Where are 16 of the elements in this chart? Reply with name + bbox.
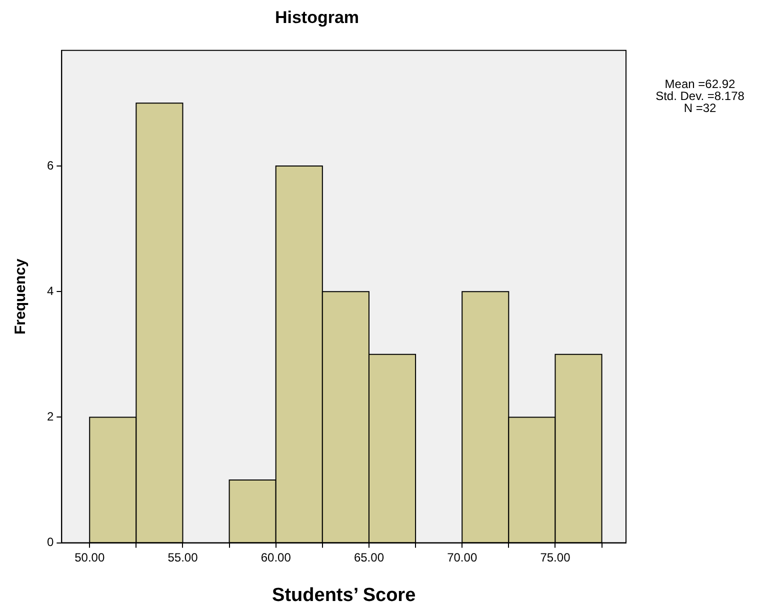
y-tick-label: 4 [46, 284, 54, 298]
x-tick-label: 55.00 [168, 550, 198, 564]
x-tick-label: 70.00 [447, 550, 478, 564]
x-axis-title: Students’ Score [272, 584, 416, 606]
y-tick-label: 0 [46, 535, 54, 550]
y-tick-label: 2 [46, 410, 54, 424]
y-tick-label: 6 [46, 158, 54, 172]
text: Mean =62.92 [664, 77, 736, 91]
text: Std. Dev. =8.178 [654, 89, 746, 103]
chart-title: Histogram [274, 8, 360, 27]
y-axis-title: Frequency [12, 258, 30, 335]
x-tick-label: 50.00 [74, 550, 105, 564]
x-tick-label: 75.00 [540, 550, 571, 564]
x-tick-label: 65.00 [354, 550, 384, 564]
text: N =32 [682, 101, 718, 115]
x-tick-label: 60.00 [260, 550, 292, 564]
